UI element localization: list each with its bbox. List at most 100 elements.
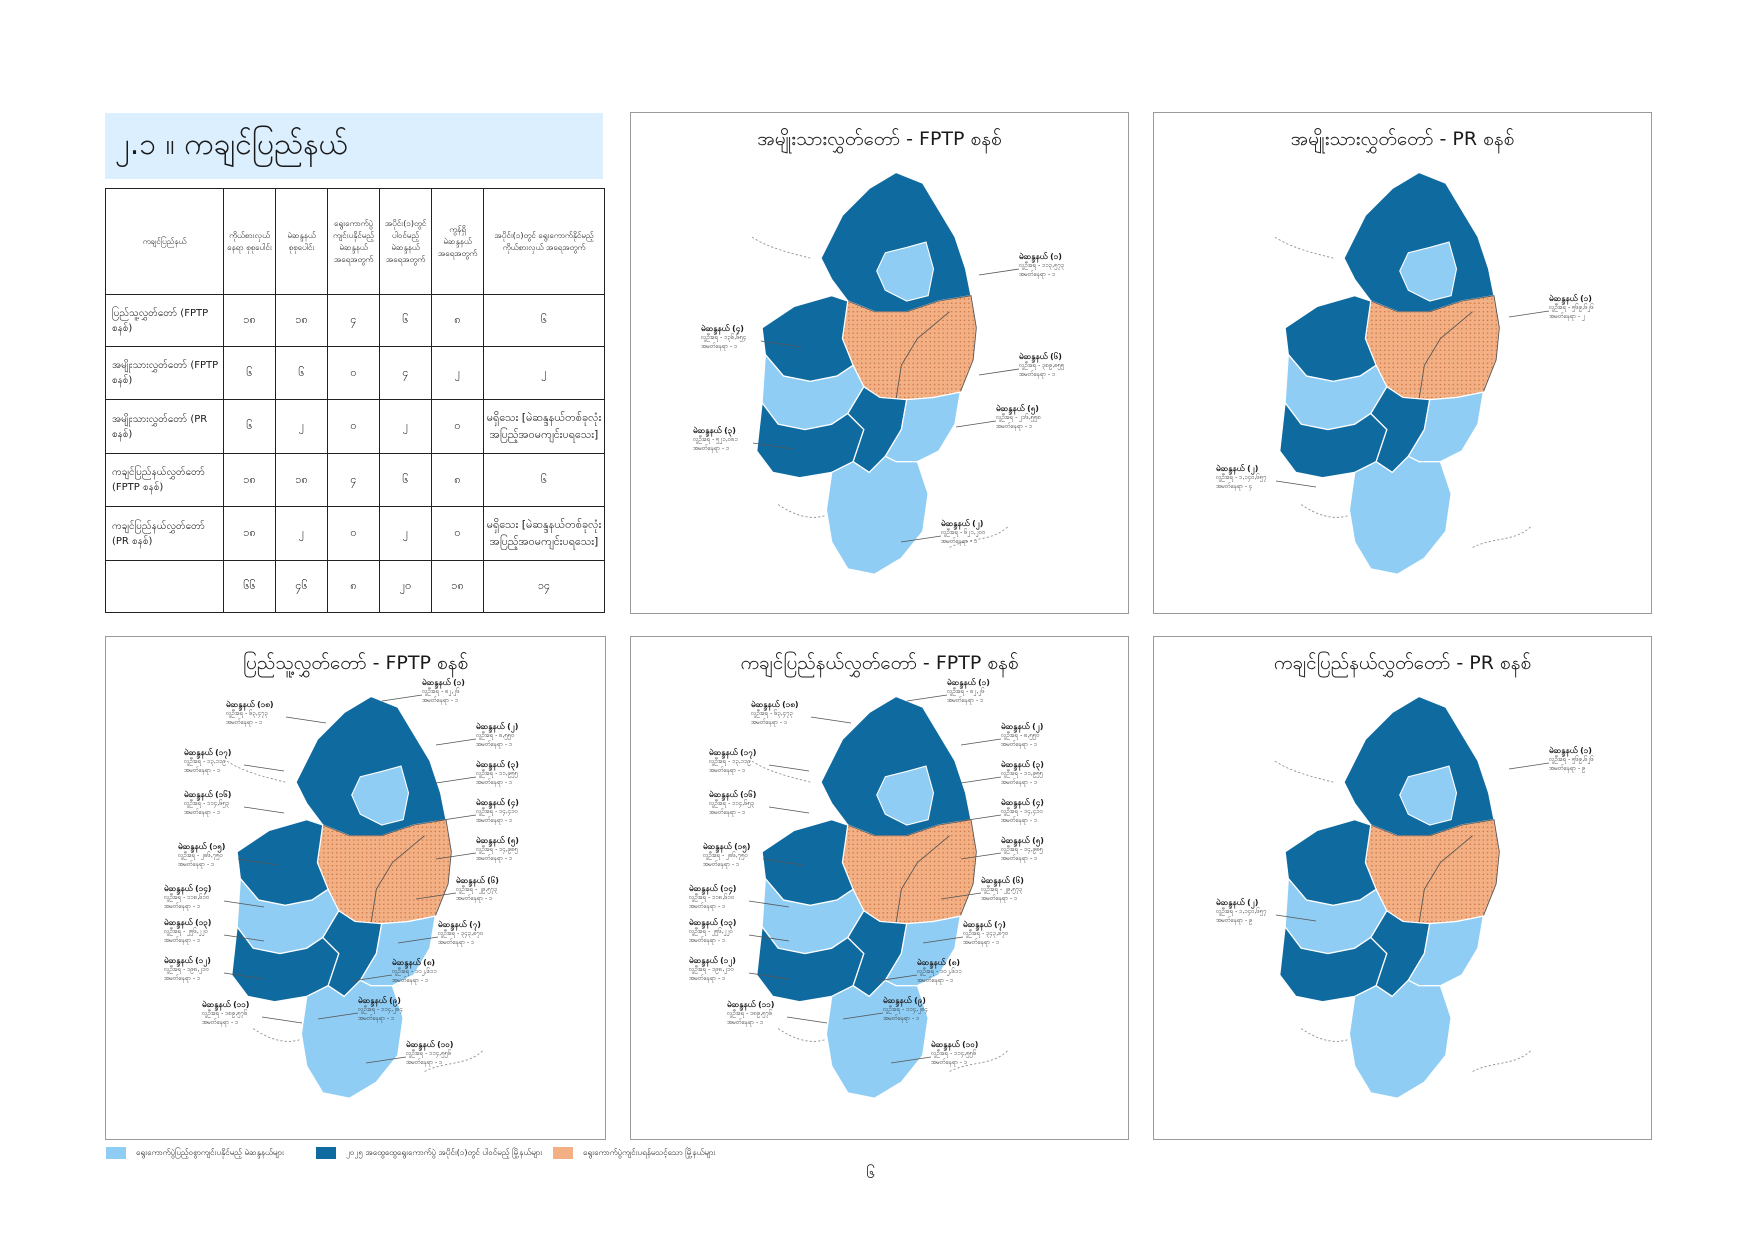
map-shape [1273, 171, 1533, 575]
constituency-label: မဲဆန္ဒနယ် (၁) လူဦးရေ - ၈၂,၂၆ အမတ်နေရာ - ၁ [947, 677, 990, 705]
constituency-label: မဲဆန္ဒနယ် (၃) လူဦးရေ - ၅၂၁,၀၈၁ အမတ်နေရာ - … [693, 425, 738, 453]
leader-line [317, 1012, 359, 1020]
constituency-name: မဲဆန္ဒနယ် (၁) [947, 678, 990, 687]
row-label: အမျိုးသားလွှတ်တော် (PR စနစ်) [105, 399, 224, 454]
leader-line [1275, 914, 1317, 922]
column-header: အပိုင်း(၁)တွင် ရွေးကောက်နိုင်မည့် ကိုယ်စ… [483, 188, 605, 295]
table-cell: ၀ [327, 346, 380, 400]
leader-line [243, 806, 285, 814]
page-title: ၂.၁ ။ ကချင်ပြည်နယ် [115, 126, 348, 162]
seat-text: အမတ်နေရာ - ၁ [476, 854, 513, 862]
table-cell: ၄ [379, 346, 432, 400]
seat-text: အမတ်နေရာ - ၁ [164, 936, 201, 944]
constituency-name: မဲဆန္ဒနယ် (၉) [883, 996, 926, 1005]
leader-line [223, 900, 265, 908]
constituency-name: မဲဆန္ဒနယ် (၁၁) [727, 1000, 775, 1009]
constituency-name: မဲဆန္ဒနယ် (၁၀) [406, 1040, 454, 1049]
constituency-label: မဲဆန္ဒနယ် (၃) လူဦးရေ - ၁၁,၉၅၅ အမတ်နေရာ - ၁ [476, 759, 519, 787]
seat-text: အမတ်နေရာ - ၁ [476, 778, 513, 786]
population-text: လူဦးရေ - ၁၃,၁၁၉ [709, 758, 751, 766]
table-cell: ၀ [431, 399, 484, 454]
leader-line [978, 268, 1020, 276]
constituency-label: မဲဆန္ဒနယ် (၆) လူဦးရေ - ၂၉,၅၇၃ အမတ်နေရာ - ၁ [456, 875, 499, 903]
constituency-label: မဲဆန္ဒနယ် (၁၀) လူဦးရေ - ၁၁၄,၅၅၆ အမတ်နေရာ -… [406, 1039, 453, 1067]
population-text: လူဦးရေ - ၅၆၉,၆၂၆ [1549, 304, 1594, 312]
constituency-name: မဲဆန္ဒနယ် (၁၇) [709, 748, 757, 757]
leader-line [842, 1012, 884, 1020]
seat-text: အမတ်နေရာ - ၁ [184, 808, 221, 816]
constituency-label: မဲဆန္ဒနယ် (၆) လူဦးရေ - ၃၈၉,၈၅၅ အမတ်နေရာ - … [1019, 351, 1064, 379]
table-cell: ၄ [327, 294, 380, 347]
seat-text: အမတ်နေရာ - ၁ [996, 422, 1033, 430]
constituency-label: မဲဆန္ဒနယ် (၁၈) လူဦးရေ - ၆၃,၄၇၃ အမတ်နေရာ - … [226, 699, 274, 727]
leader-line [365, 1056, 407, 1064]
table-row: ကချင်ပြည်နယ်လွှတ်တော် (PR စနစ်) ၁၈၂၀၂၀မရှ… [105, 506, 605, 561]
constituency-label: မဲဆန္ဒနယ် (၁၁) လူဦးရေ - ၁၈၉,၅၇၆ အမတ်နေရာ -… [202, 999, 249, 1027]
constituency-label: မဲဆန္ဒနယ် (၁၈) လူဦးရေ - ၆၃,၄၇၃ အမတ်နေရာ - … [751, 699, 799, 727]
leader-line [876, 974, 918, 982]
constituency-name: မဲဆန္ဒနယ် (၁၄) [689, 884, 737, 893]
map-panel-amyotha-pr: အမျိုးသားလွှတ်တော် - PR စနစ် မဲဆန္ဒနယ် (… [1153, 112, 1652, 614]
leader-line [960, 738, 1002, 746]
constituency-label: မဲဆန္ဒနယ် (၁၅) လူဦးရေ - ၂၈၆,၇၅၀ အမတ်နေရာ -… [703, 841, 750, 869]
constituency-label: မဲဆန္ဒနယ် (၁၅) လူဦးရေ - ၂၈၆,၇၅၀ အမတ်နေရာ -… [178, 841, 225, 869]
constituency-label: မဲဆန္ဒနယ် (၁) လူဦးရေ - ၈၂,၂၆ အမတ်နေရာ - ၁ [422, 677, 465, 705]
constituency-label: မဲဆန္ဒနယ် (၆) လူဦးရေ - ၂၉,၅၇၃ အမတ်နေရာ - ၁ [981, 875, 1024, 903]
leader-line [435, 776, 477, 784]
constituency-name: မဲဆန္ဒနယ် (၁၂) [689, 956, 736, 965]
table-cell: ၂ [275, 399, 328, 454]
seat-text: အမတ်နေရာ - ၁ [164, 974, 201, 982]
table-header-row: ကချင်ပြည်နယ် ကိုယ်စားလှယ် နေရာ စုစုပေါင်… [105, 188, 605, 295]
table-cell: ၈ [327, 560, 380, 613]
table-cell: ၂ [431, 346, 484, 400]
constituency-label: မဲဆန္ဒနယ် (၉) လူဦးရေ - ၁၁၄,၂၈၄ အမတ်နေရာ - … [883, 995, 928, 1023]
kachin-map [223, 694, 485, 1099]
leader-line [1508, 762, 1550, 770]
leader-line [960, 776, 1002, 784]
seat-text: အမတ်နေရာ - ၁ [438, 938, 475, 946]
constituency-name: မဲဆန္ဒနယ် (၁၆) [184, 790, 232, 799]
population-text: လူဦးရေ - ၈၂,၂၆ [422, 688, 460, 696]
constituency-label: မဲဆန္ဒနယ် (၁၇) လူဦးရေ - ၁၃,၁၁၉ အမတ်နေရာ - … [709, 747, 756, 775]
seat-text: အမတ်နေရာ - ၉ [1216, 916, 1253, 924]
column-header: ကွန်ရှိ မဲဆန္ဒနယ် အရေအတွက် [431, 188, 484, 295]
legend-label: ၂၀၂၅ အထွေထွေရွေးကောက်ပွဲ အပိုင်း(၁)တွင် … [346, 1148, 543, 1157]
seat-text: အမတ်နေရာ - ၁ [689, 902, 726, 910]
leader-line [237, 858, 279, 866]
row-label [105, 560, 224, 613]
seat-text: အမတ်နေရာ - ၉ [1549, 764, 1586, 772]
seat-text: အမတ်နေရာ - ၁ [456, 894, 493, 902]
constituency-name: မဲဆန္ဒနယ် (၈) [392, 958, 436, 967]
constituency-name: မဲဆန္ဒနယ် (၂) [476, 722, 519, 731]
leader-line [223, 934, 265, 942]
constituency-name: မဲဆန္ဒနယ် (၁၅) [703, 842, 751, 851]
constituency-name: မဲဆန္ဒနယ် (၁) [1019, 252, 1062, 261]
seat-text: အမတ်နေရာ - ၁ [947, 696, 984, 704]
table-cell: ၆ [223, 399, 276, 454]
constituency-label: မဲဆန္ဒနယ် (၄) လူဦးရေ - ၁၃၆,၆၅၄ အမတ်နေရာ - … [701, 323, 746, 351]
map-panel-pyithu-fptp: ပြည်သူ့လွှတ်တော် - FPTP စနစ် မဲဆန္ဒနယ် (… [105, 636, 606, 1140]
constituency-name: မဲဆန္ဒနယ် (၈) [917, 958, 961, 967]
column-header: ရွေးကောက်ပွဲ ကျင်းပနိုင်မည့် မဲဆန္ဒနယ် အ… [327, 188, 380, 295]
population-text: လူဦးရေ - ၁၉၈,၂၁၀ [164, 966, 209, 974]
constituency-label: မဲဆန္ဒနယ် (၃) လူဦးရေ - ၁၁,၉၅၅ အမတ်နေရာ - ၁ [1001, 759, 1044, 787]
row-label: အမျိုးသားလွှတ်တော် (FPTP စနစ်) [105, 346, 224, 400]
seat-text: အမတ်နေရာ - ၁ [709, 808, 746, 816]
table-cell: ၆၆ [223, 560, 276, 613]
leader-line [748, 900, 790, 908]
leader-line [890, 1056, 932, 1064]
constituency-name: မဲဆန္ဒနယ် (၇) [963, 920, 1006, 929]
constituency-name: မဲဆန္ဒနယ် (၁၇) [184, 748, 232, 757]
table-cell: ၂၀ [379, 560, 432, 613]
population-text: လူဦးရေ - ၁၈၉,၅၇၆ [202, 1010, 248, 1018]
leader-line [906, 694, 948, 702]
seat-text: အမတ်နေရာ - ၁ [703, 860, 740, 868]
seat-text: အမတ်နေရာ - ၁ [751, 718, 788, 726]
constituency-name: မဲဆန္ဒနယ် (၁) [422, 678, 465, 687]
population-text: လူဦးရေ - ၈,၅၅၀ [476, 732, 515, 740]
population-text: လူဦးရေ - ၁၄,၄၁၀ [1001, 808, 1043, 816]
constituency-name: မဲဆန္ဒနယ် (၆) [981, 876, 1024, 885]
seat-text: အမတ်နေရာ - ၁ [1001, 816, 1038, 824]
table-cell: ၆ [275, 346, 328, 400]
constituency-label: မဲဆန္ဒနယ် (၁၂) လူဦးရေ - ၁၉၈,၂၁၀ အမတ်နေရာ -… [164, 955, 211, 983]
